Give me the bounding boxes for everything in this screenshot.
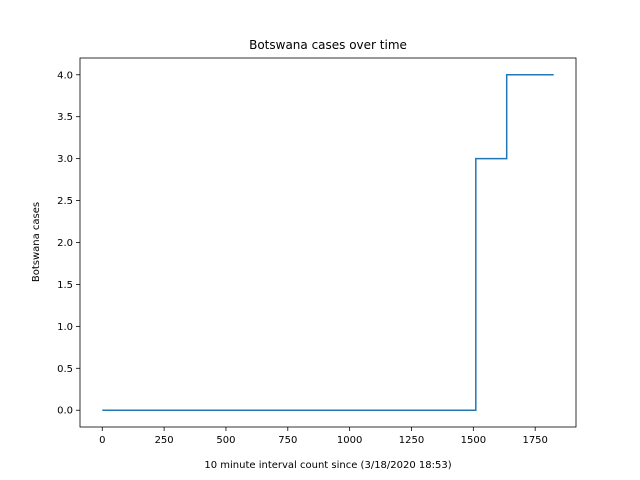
y-tick-label: 2.5 bbox=[57, 196, 73, 207]
plot-area bbox=[102, 74, 554, 411]
x-tick-label: 1250 bbox=[399, 435, 424, 446]
x-tick-label: 0 bbox=[99, 435, 105, 446]
y-tick-label: 4.0 bbox=[57, 70, 73, 81]
y-tick-label: 0.5 bbox=[57, 364, 73, 375]
plot-frame bbox=[79, 57, 577, 428]
y-tick-label: 1.0 bbox=[57, 322, 73, 333]
y-tick-label: 3.5 bbox=[57, 112, 73, 123]
x-tick-label: 500 bbox=[216, 435, 235, 446]
y-axis: 0.0 0.5 1.0 1.5 2.0 2.5 3.0 3.5 4.0 bbox=[57, 70, 80, 417]
chart-title: Botswana cases over time bbox=[249, 38, 407, 52]
y-tick-label: 2.0 bbox=[57, 238, 73, 249]
series-line-0 bbox=[102, 74, 554, 411]
x-tick-label: 750 bbox=[278, 435, 297, 446]
y-axis-label: Botswana cases bbox=[31, 202, 42, 282]
y-tick-label: 1.5 bbox=[57, 280, 73, 291]
x-tick-label: 1500 bbox=[461, 435, 486, 446]
y-tick-label: 0.0 bbox=[57, 406, 73, 417]
x-tick-label: 1000 bbox=[337, 435, 362, 446]
x-axis: 0 250 500 750 1000 1250 1500 1750 bbox=[99, 427, 548, 446]
x-tick-label: 1750 bbox=[522, 435, 547, 446]
y-tick-label: 3.0 bbox=[57, 154, 73, 165]
x-axis-label: 10 minute interval count since (3/18/202… bbox=[204, 460, 451, 471]
x-tick-label: 250 bbox=[155, 435, 174, 446]
